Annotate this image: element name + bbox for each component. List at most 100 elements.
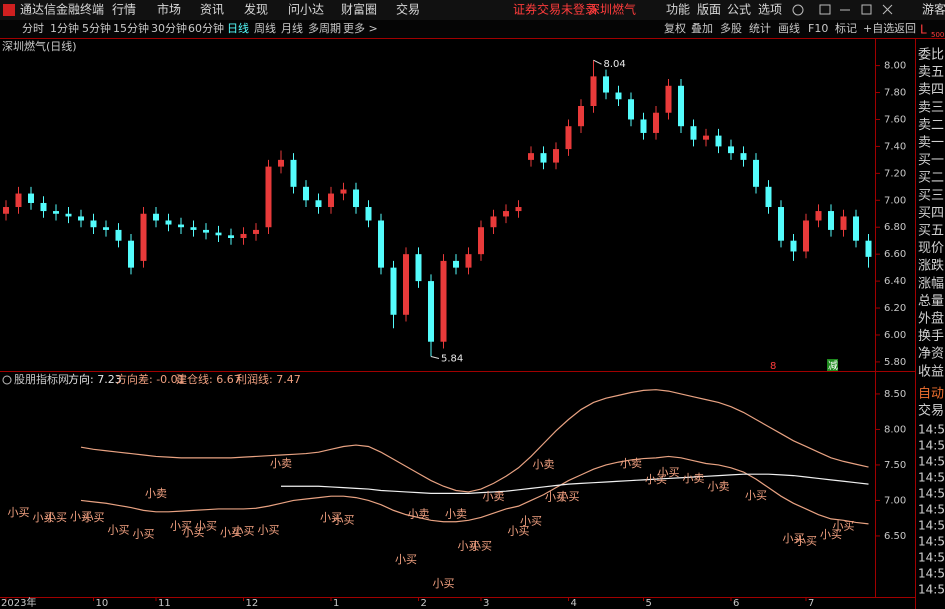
indicator-icon[interactable] bbox=[2, 375, 12, 385]
period-tab-active[interactable]: 日线 bbox=[227, 21, 249, 35]
x-tick-label: 5 bbox=[646, 598, 652, 609]
menu-item[interactable]: 发现 bbox=[244, 2, 268, 17]
indicator-value: 方向差: -0.01 bbox=[116, 372, 185, 386]
quote-label: 现价 bbox=[918, 241, 944, 256]
candle-body bbox=[365, 207, 372, 221]
tool-button[interactable]: +自选 bbox=[863, 22, 894, 35]
candle-body bbox=[265, 166, 272, 228]
login-status: 证券交易未登录 bbox=[513, 2, 597, 17]
candle-body bbox=[203, 229, 209, 233]
tool-button[interactable]: 标记 bbox=[835, 21, 857, 35]
menu-item[interactable]: 资讯 bbox=[200, 3, 224, 17]
period-tab[interactable]: 多周期 bbox=[308, 21, 341, 35]
candle-body bbox=[653, 112, 659, 133]
candle-body bbox=[803, 220, 809, 252]
y-tick-label: 7.00 bbox=[884, 495, 906, 506]
quote-label: 买一 bbox=[918, 153, 944, 168]
signal-label: 小卖 bbox=[408, 508, 430, 521]
signal-label: 小买 bbox=[508, 525, 530, 538]
menu-item[interactable]: 行情 bbox=[112, 3, 136, 17]
quote-label: 卖四 bbox=[918, 83, 944, 98]
trade-time: 14:56 bbox=[918, 519, 945, 533]
x-tick-label: 4 bbox=[571, 598, 577, 609]
y-tick-label: 5.80 bbox=[884, 357, 906, 368]
menu-item[interactable]: 财富圈 bbox=[341, 2, 377, 17]
menu-item[interactable]: 选项 bbox=[758, 3, 782, 17]
indicator-title: 股朋指标网 bbox=[14, 372, 69, 386]
quote-label: 买四 bbox=[918, 206, 944, 221]
event-marker[interactable]: 8 bbox=[770, 361, 776, 372]
close-icon[interactable] bbox=[882, 4, 893, 15]
candle-body bbox=[765, 186, 772, 208]
candle-body bbox=[615, 92, 622, 100]
service-icon[interactable] bbox=[792, 4, 804, 16]
signal-label: 小买 bbox=[395, 553, 417, 566]
trade-label[interactable]: 交易 bbox=[918, 403, 944, 419]
quote-label: 买五 bbox=[918, 224, 944, 239]
y-tick-label: 7.60 bbox=[884, 114, 906, 125]
signal-label: 小卖 bbox=[145, 487, 167, 500]
y-tick-label: 6.40 bbox=[884, 276, 906, 287]
trade-time: 14:56 bbox=[918, 583, 945, 597]
quote-label: 外盘 bbox=[918, 311, 944, 327]
max-pointer bbox=[593, 59, 602, 65]
trade-time: 14:56 bbox=[918, 423, 945, 437]
title-bar bbox=[0, 0, 945, 20]
quote-label: 买三 bbox=[918, 188, 944, 203]
candle-body bbox=[728, 146, 734, 154]
window-icon[interactable] bbox=[819, 4, 831, 15]
signal-label: 小买 bbox=[320, 511, 342, 524]
y-tick-label: 7.00 bbox=[884, 195, 906, 206]
indicator-value: 利润线: 7.47 bbox=[236, 372, 301, 386]
quote-label: 卖二 bbox=[918, 118, 944, 133]
menu-item[interactable]: 公式 bbox=[727, 3, 751, 17]
period-tab[interactable]: 周线 bbox=[254, 21, 276, 35]
min-label: 5.84 bbox=[441, 354, 463, 365]
period-tab[interactable]: 5分钟 bbox=[82, 21, 111, 35]
chart-title: 深圳燃气(日线) bbox=[2, 39, 77, 53]
x-tick-label: 2 bbox=[421, 598, 427, 609]
stock-name: 深圳燃气 bbox=[588, 2, 636, 17]
candle-body bbox=[90, 220, 97, 228]
signal-label: 小买 bbox=[433, 577, 455, 590]
tool-button[interactable]: 多股 bbox=[720, 21, 742, 35]
menu-item[interactable]: 市场 bbox=[157, 2, 181, 17]
app-icon bbox=[3, 4, 15, 16]
candle-body bbox=[53, 211, 59, 214]
candle-body bbox=[453, 260, 459, 268]
event-marker[interactable]: 减 bbox=[828, 360, 838, 372]
user[interactable]: 游客 bbox=[922, 2, 945, 17]
y-tick-label: 6.60 bbox=[884, 249, 906, 260]
y-tick-label: 8.50 bbox=[884, 389, 906, 400]
period-tab[interactable]: 更多 > bbox=[343, 21, 378, 35]
period-tab[interactable]: 60分钟 bbox=[188, 21, 224, 35]
maximize-icon[interactable] bbox=[861, 4, 872, 15]
y-tick-label: 6.50 bbox=[884, 531, 906, 542]
tool-button[interactable]: 叠加 bbox=[691, 22, 713, 35]
tool-button[interactable]: 返回 bbox=[894, 22, 916, 35]
period-tab[interactable]: 15分钟 bbox=[113, 21, 149, 35]
candle-body bbox=[65, 213, 72, 217]
period-tab[interactable]: 分时 bbox=[22, 22, 44, 35]
menu-item[interactable]: 交易 bbox=[396, 2, 420, 17]
quote-label: 总量 bbox=[918, 294, 944, 309]
tool-button[interactable]: 复权 bbox=[664, 21, 686, 35]
candle-body bbox=[28, 193, 34, 203]
signal-label: 小买 bbox=[195, 520, 217, 533]
candle-body bbox=[778, 207, 784, 241]
menu-item[interactable]: 功能 bbox=[666, 3, 690, 17]
auto-trade[interactable]: 自动 bbox=[918, 387, 944, 402]
trade-time: 14:56 bbox=[918, 471, 945, 485]
trade-time: 14:56 bbox=[918, 503, 945, 517]
period-tab[interactable]: 月线 bbox=[281, 21, 303, 35]
period-tab[interactable]: 30分钟 bbox=[151, 21, 187, 35]
candle-body bbox=[640, 119, 647, 133]
quote-label: 涨幅 bbox=[918, 276, 944, 291]
tool-button[interactable]: F10 bbox=[808, 22, 828, 35]
signal-label: 小买 bbox=[8, 506, 30, 519]
menu-item[interactable]: 版面 bbox=[697, 3, 721, 17]
period-tab[interactable]: 1分钟 bbox=[50, 21, 79, 35]
menu-item[interactable]: 问小达 bbox=[288, 3, 324, 17]
tool-button[interactable]: 画线 bbox=[778, 21, 800, 35]
tool-button[interactable]: 统计 bbox=[749, 22, 771, 35]
